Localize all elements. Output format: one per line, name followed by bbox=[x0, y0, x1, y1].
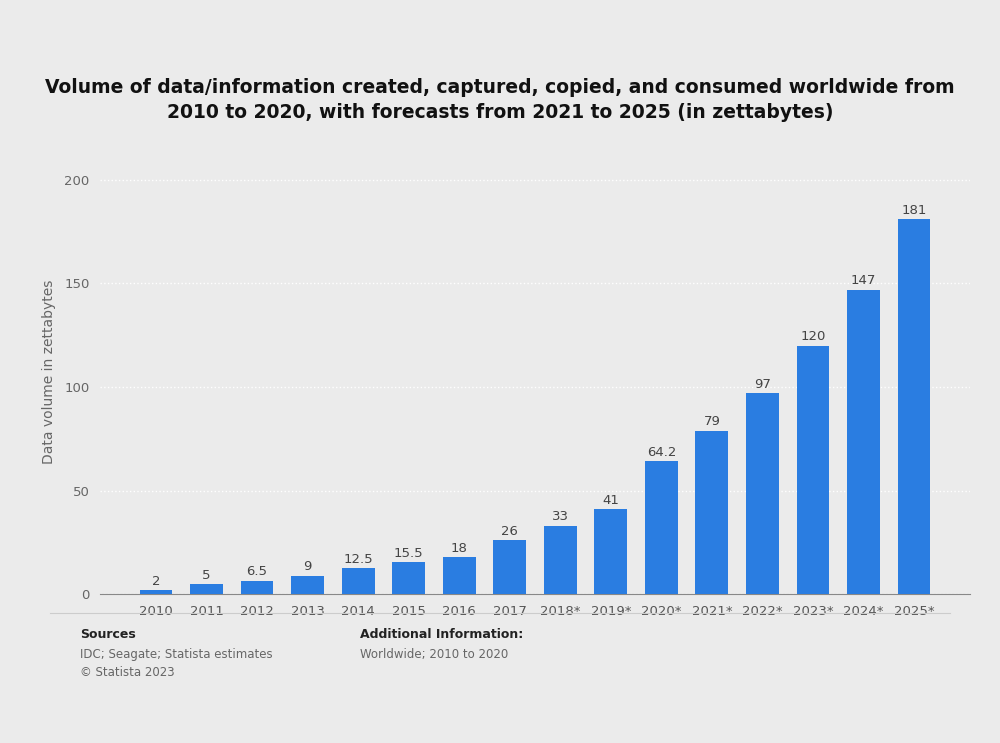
Bar bbox=[392, 562, 425, 594]
Bar bbox=[746, 393, 779, 594]
Bar bbox=[695, 431, 728, 594]
Text: 26: 26 bbox=[501, 525, 518, 538]
Text: IDC; Seagate; Statista estimates
© Statista 2023: IDC; Seagate; Statista estimates © Stati… bbox=[80, 648, 273, 679]
Text: 97: 97 bbox=[754, 377, 771, 391]
Text: 5: 5 bbox=[202, 568, 211, 582]
Text: 9: 9 bbox=[303, 560, 312, 574]
Text: 64.2: 64.2 bbox=[647, 446, 676, 458]
Bar bbox=[797, 345, 829, 594]
Bar bbox=[443, 557, 476, 594]
Text: 18: 18 bbox=[451, 542, 468, 554]
Bar bbox=[190, 584, 223, 594]
Bar bbox=[493, 540, 526, 594]
Bar bbox=[291, 576, 324, 594]
Bar bbox=[544, 526, 577, 594]
Bar bbox=[241, 581, 273, 594]
Text: Sources: Sources bbox=[80, 628, 136, 640]
Text: Volume of data/information created, captured, copied, and consumed worldwide fro: Volume of data/information created, capt… bbox=[45, 78, 955, 122]
Text: Worldwide; 2010 to 2020: Worldwide; 2010 to 2020 bbox=[360, 648, 508, 661]
Text: 33: 33 bbox=[552, 510, 569, 524]
Text: 147: 147 bbox=[851, 274, 876, 287]
Bar bbox=[645, 461, 678, 594]
Bar bbox=[847, 290, 880, 594]
Text: 12.5: 12.5 bbox=[343, 553, 373, 566]
Bar bbox=[898, 219, 930, 594]
Bar bbox=[594, 510, 627, 594]
Y-axis label: Data volume in zettabytes: Data volume in zettabytes bbox=[42, 279, 56, 464]
Bar bbox=[342, 568, 375, 594]
Text: Additional Information:: Additional Information: bbox=[360, 628, 523, 640]
Text: 2: 2 bbox=[152, 575, 160, 588]
Text: 181: 181 bbox=[901, 204, 927, 217]
Text: 79: 79 bbox=[703, 415, 720, 428]
Bar bbox=[140, 590, 172, 594]
Text: 6.5: 6.5 bbox=[247, 565, 268, 579]
Text: 120: 120 bbox=[800, 330, 826, 343]
Text: 15.5: 15.5 bbox=[394, 547, 423, 559]
Text: 41: 41 bbox=[602, 494, 619, 507]
